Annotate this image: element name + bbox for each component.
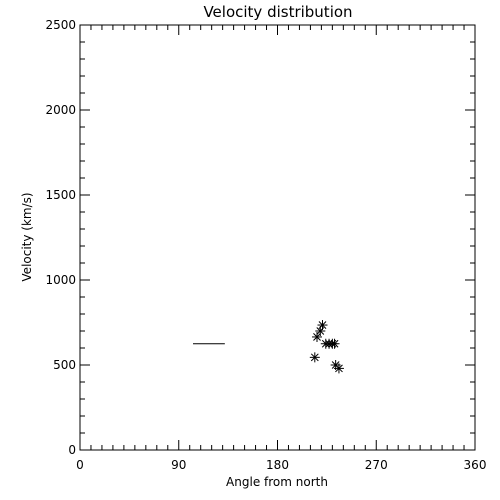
tick-labels: 0 90 180 270 360 0 500 1000 1500 2000 2500 (45, 18, 486, 472)
data-point (333, 363, 344, 374)
x-axis-label: Angle from north (226, 475, 328, 489)
x-tick-label: 270 (365, 458, 388, 472)
x-tick-label: 0 (76, 458, 84, 472)
data-points (309, 320, 344, 374)
axis-ticks (79, 24, 476, 451)
y-tick-label: 2500 (45, 18, 76, 32)
y-tick-label: 500 (53, 358, 76, 372)
y-tick-label: 1000 (45, 273, 76, 287)
y-axis-label: Velocity (km/s) (20, 192, 34, 281)
data-point (329, 338, 340, 349)
x-tick-label: 360 (464, 458, 487, 472)
data-point (309, 352, 320, 363)
x-tick-label: 90 (171, 458, 186, 472)
chart-title: Velocity distribution (203, 3, 352, 21)
x-tick-label: 180 (266, 458, 289, 472)
plot-frame (79, 24, 476, 451)
data-point (317, 320, 328, 331)
y-tick-label: 0 (68, 443, 76, 457)
y-tick-label: 1500 (45, 188, 76, 202)
y-tick-label: 2000 (45, 103, 76, 117)
